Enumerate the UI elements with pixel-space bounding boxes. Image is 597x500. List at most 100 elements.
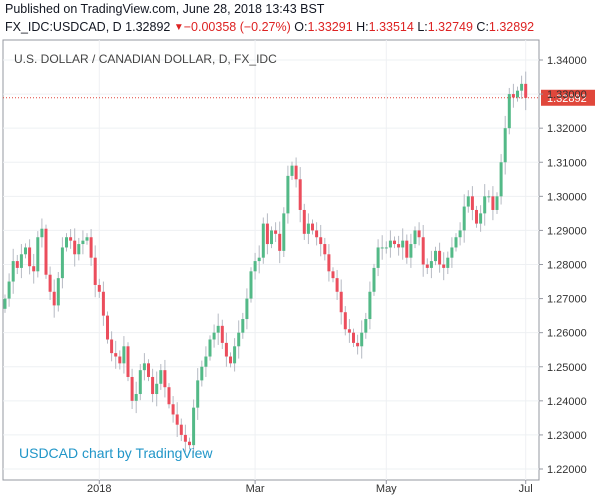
candle-body	[204, 356, 208, 367]
candle-body	[434, 250, 437, 262]
last-price-line: 1.32892	[3, 89, 595, 106]
candle-body	[503, 128, 507, 163]
low-value: 1.32749	[427, 20, 473, 34]
y-tick-label: 1.29000	[547, 225, 587, 237]
candle-body	[425, 264, 429, 268]
candle-body	[142, 363, 146, 371]
open-label: O:	[294, 20, 308, 34]
candle-body	[388, 240, 392, 248]
x-tick-label: Mar	[246, 483, 265, 495]
candle-body	[511, 94, 515, 98]
candle-body	[265, 223, 269, 245]
candle-body	[405, 240, 409, 258]
price-tag-bg	[541, 89, 595, 106]
candle-body	[159, 370, 163, 384]
candle-body	[466, 196, 470, 207]
candle-body	[48, 274, 52, 292]
candle-body	[413, 230, 417, 245]
last-price: 1.32892	[125, 20, 171, 34]
candle-body	[60, 247, 64, 279]
candle-body	[495, 196, 499, 210]
candle-body	[118, 356, 122, 364]
candle-body	[294, 165, 298, 180]
candle-body	[7, 281, 11, 299]
candle-body	[106, 315, 109, 340]
grid	[3, 40, 539, 480]
candle-body	[183, 434, 187, 442]
y-tick-label: 1.34000	[547, 55, 587, 67]
candle-body	[462, 206, 466, 231]
candle-body	[253, 261, 257, 272]
candle-body	[475, 209, 478, 224]
candle-body	[384, 247, 388, 249]
candle-body	[499, 162, 503, 197]
candle-body	[507, 94, 511, 129]
candles	[3, 71, 528, 454]
x-tick-label: 2018	[87, 483, 111, 495]
candle-body	[15, 261, 19, 268]
candle-body	[438, 250, 442, 265]
candle-body	[270, 230, 273, 245]
candle-body	[196, 380, 200, 408]
candle-body	[32, 266, 36, 272]
candle-body	[364, 319, 368, 333]
candle-body	[171, 404, 175, 415]
candle-body	[487, 196, 491, 198]
candle-body	[233, 346, 237, 364]
candle-body	[93, 257, 97, 285]
symbol-ohlc-line: FX_IDC:USDCAD, D 1.32892 ▼−0.00358 (−0.2…	[5, 20, 534, 34]
candle-body	[380, 247, 384, 249]
close-label: C:	[476, 20, 489, 34]
candle-body	[421, 237, 425, 265]
y-tick-label: 1.27000	[547, 294, 587, 306]
time-axis: 2018 Mar May Jul	[87, 480, 533, 495]
y-tick-label: 1.24000	[547, 396, 587, 408]
candle-body	[19, 254, 23, 268]
candle-body	[393, 240, 396, 245]
candle-body	[36, 237, 40, 272]
candle-body	[376, 247, 380, 268]
candle-body	[200, 366, 204, 381]
candle-body	[56, 278, 60, 306]
candle-body	[372, 267, 376, 292]
candle-body	[220, 325, 224, 343]
published-line: Published on TradingView.com, June 28, 2…	[5, 2, 325, 16]
candle-body	[192, 407, 196, 446]
down-arrow-icon: ▼	[173, 22, 184, 33]
candle-body	[360, 332, 364, 347]
candle-body	[282, 213, 286, 251]
candle-body	[331, 271, 335, 279]
candle-body	[81, 240, 85, 245]
chart-title: U.S. DOLLAR / CANADIAN DOLLAR, D, FX_IDC	[14, 52, 277, 66]
candle-body	[409, 244, 413, 258]
candle-body	[327, 254, 331, 272]
candle-body	[429, 261, 433, 268]
candle-body	[69, 237, 73, 241]
candle-body	[130, 376, 134, 401]
candle-body	[315, 230, 319, 238]
candle-body	[306, 223, 310, 234]
price-axis: 1.34000 1.33000 1.32000 1.31000 1.30000 1.290…	[539, 55, 587, 476]
candle-body	[347, 329, 351, 333]
candle-body	[274, 230, 278, 234]
candle-body	[175, 414, 179, 425]
candle-body	[224, 342, 228, 357]
candle-body	[188, 441, 191, 446]
candle-body	[450, 247, 454, 258]
candle-body	[237, 332, 241, 347]
candle-body	[298, 179, 302, 210]
candle-body	[458, 230, 462, 238]
watermark[interactable]: USDCAD chart by TradingView	[19, 445, 213, 461]
candle-body	[323, 244, 327, 255]
candle-body	[97, 284, 101, 292]
candle-body	[524, 83, 528, 98]
change: −0.00358 (−0.27%)	[183, 20, 291, 34]
x-tick-label: May	[376, 483, 397, 495]
candle-body	[212, 332, 216, 340]
candle-body	[257, 257, 261, 262]
candle-body	[335, 278, 339, 292]
y-tick-label: 1.30000	[547, 191, 587, 203]
candle-body	[229, 356, 232, 364]
y-tick-label: 1.33000	[547, 89, 587, 101]
